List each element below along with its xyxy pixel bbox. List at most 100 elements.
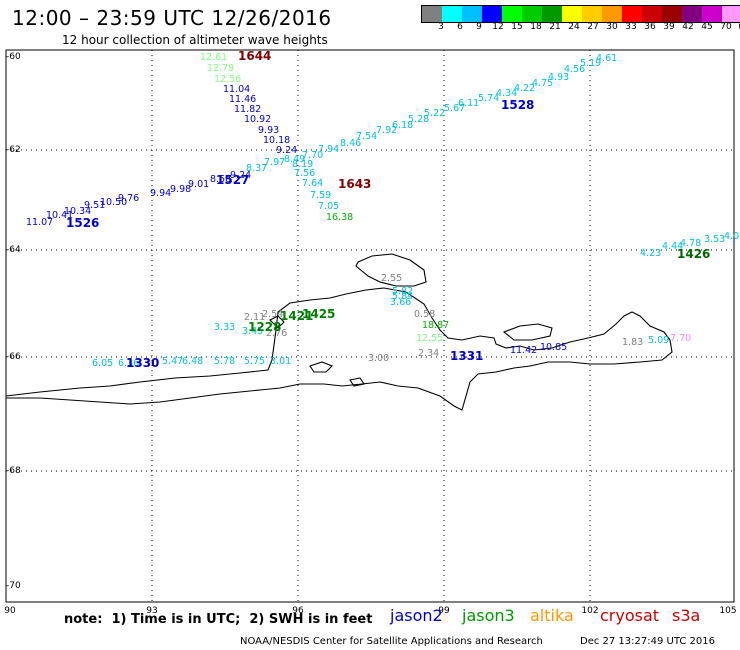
swh-value: 7.56 xyxy=(294,168,315,179)
swh-value: 9.94 xyxy=(150,188,171,199)
swh-value: 12.61 xyxy=(200,52,227,63)
legend-label: 3 xyxy=(438,22,444,32)
swh-value: 3.33 xyxy=(214,322,235,333)
legend-swatch xyxy=(522,6,542,22)
legend-label: 70 xyxy=(720,22,732,32)
legend-swatch xyxy=(622,6,642,22)
legend-swatch xyxy=(662,6,682,22)
swh-value: 9.93 xyxy=(258,125,279,136)
latitude-label: -62 xyxy=(6,145,21,155)
legend-label: 9 xyxy=(476,22,482,32)
swh-value: 11.07 xyxy=(26,217,53,228)
swh-value: 1.83 xyxy=(622,337,643,348)
swh-value: 10.41 xyxy=(46,210,73,221)
ice-shelf-piece-1 xyxy=(309,361,333,373)
swh-value: 12.55 xyxy=(416,333,443,344)
legend-swatch xyxy=(642,6,662,22)
swh-value: 10.34 xyxy=(64,206,91,217)
latitude-label: -60 xyxy=(6,52,21,62)
legend-label: 21 xyxy=(549,22,561,32)
swh-value: 4.56 xyxy=(564,64,585,75)
swh-value: 5.28 xyxy=(408,114,429,125)
swh-value: 7.70 xyxy=(302,150,323,161)
swh-value: 5.84 xyxy=(392,291,413,302)
legend-swatch xyxy=(722,6,740,22)
swh-value: 6.48 xyxy=(182,356,203,367)
swh-value: 5.47 xyxy=(162,356,183,367)
legend-swatch xyxy=(482,6,502,22)
legend-label: 15 xyxy=(511,22,523,32)
swh-value: 7.64 xyxy=(302,178,323,189)
graticule-grid xyxy=(6,50,734,602)
satellite-s3a: s3a xyxy=(672,606,701,625)
legend-label: 12 xyxy=(492,22,504,32)
legend-label: 30 xyxy=(606,22,618,32)
latitude-label: -66 xyxy=(6,352,21,362)
legend-swatch xyxy=(502,6,522,22)
color-scale-legend xyxy=(421,5,740,23)
swh-value: 9.76 xyxy=(118,193,139,204)
swh-value: 3.66 xyxy=(390,297,411,308)
longitude-label: 96 xyxy=(292,606,304,616)
pass-time-label: 1528 xyxy=(501,98,534,112)
island-east-of-track xyxy=(355,253,427,287)
longitude-label: 93 xyxy=(146,606,158,616)
swh-value: 4.34 xyxy=(496,88,517,99)
swh-value: 4.44 xyxy=(662,241,683,252)
swh-value: 10.92 xyxy=(244,114,271,125)
swh-value: 5.19 xyxy=(580,58,601,69)
swh-value: 7.54 xyxy=(356,131,377,142)
swh-value: 7.94 xyxy=(318,144,339,155)
legend-label: 18 xyxy=(530,22,542,32)
swh-value: 6.11 xyxy=(458,98,479,109)
satellite-jason2: jason2 xyxy=(390,606,443,625)
swh-value: 7.70 xyxy=(670,333,691,344)
legend-swatch xyxy=(682,6,702,22)
pass-time-label: 1426 xyxy=(677,247,710,261)
swh-value: 12.56 xyxy=(214,74,241,85)
swh-value: 4.93 xyxy=(548,72,569,83)
longitude-label: 105 xyxy=(719,606,737,616)
swh-value: 5.78 xyxy=(214,356,235,367)
legend-label: 27 xyxy=(587,22,599,32)
swh-value: 4.61 xyxy=(596,53,617,64)
latitude-label: -70 xyxy=(6,581,21,591)
map-title: 12:00 – 23:59 UTC 12/26/2016 xyxy=(12,6,332,30)
satellite-altika: altika xyxy=(530,606,574,625)
swh-value: 10.18 xyxy=(263,135,290,146)
swh-value: 9.98 xyxy=(170,184,191,195)
legend-label: 39 xyxy=(663,22,675,32)
swh-value: 2.55 xyxy=(381,273,402,284)
swh-value: 16.38 xyxy=(326,212,353,223)
legend-swatch xyxy=(542,6,562,22)
swh-value: 4.0 xyxy=(724,231,739,242)
swh-value: 7.59 xyxy=(310,190,331,201)
footnote: note: 1) Time is in UTC; 2) SWH is in fe… xyxy=(64,612,373,627)
swh-value: 2.34 xyxy=(418,348,439,359)
legend-swatch xyxy=(602,6,622,22)
pass-time-label: 1421 xyxy=(280,309,313,323)
legend-label: 42 xyxy=(682,22,694,32)
swh-value: 5.22 xyxy=(424,108,445,119)
swh-value: 7.92 xyxy=(376,125,397,136)
ice-shelf-piece-2 xyxy=(349,377,365,387)
longitude-label: 99 xyxy=(438,606,450,616)
coastline-main xyxy=(5,287,673,411)
swh-value: 10.85 xyxy=(540,342,567,353)
legend-swatch xyxy=(562,6,582,22)
pass-time-label: 1425 xyxy=(302,307,335,321)
swh-value: 11.82 xyxy=(234,104,261,115)
swh-value: 6.05 xyxy=(92,358,113,369)
swh-value: 8.19 xyxy=(292,159,313,170)
swh-value: 8.37 xyxy=(246,163,267,174)
longitude-label: 90 xyxy=(4,606,16,616)
swh-value: 11.42 xyxy=(510,345,537,356)
swh-value: 4.75 xyxy=(532,78,553,89)
swh-value: 3.01 xyxy=(270,356,291,367)
swh-value: 9.24 xyxy=(230,170,251,181)
legend-label: 24 xyxy=(568,22,580,32)
footer-timestamp: Dec 27 13:27:49 UTC 2016 xyxy=(580,636,715,647)
legend-label: 33 xyxy=(625,22,637,32)
